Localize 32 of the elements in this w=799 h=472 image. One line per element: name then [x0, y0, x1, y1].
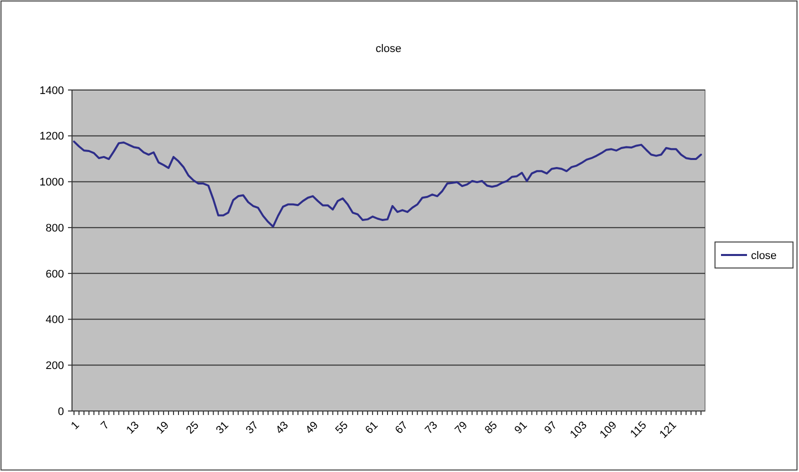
x-tick-label: 73: [422, 419, 440, 437]
x-tick-label: 37: [244, 419, 261, 437]
x-tick-label: 1: [69, 419, 82, 432]
y-tick-label: 1200: [40, 130, 64, 143]
x-tick-label: 91: [512, 419, 530, 437]
y-tick-label: 1000: [40, 176, 64, 189]
y-tick-label: 600: [46, 268, 64, 280]
y-tick-label: 400: [46, 314, 64, 326]
x-tick-label: 109: [598, 419, 620, 441]
x-tick-label: 31: [214, 419, 232, 437]
x-tick-label: 49: [304, 419, 321, 437]
line-series: [73, 140, 702, 228]
x-tick-label: 55: [333, 419, 351, 437]
chart-title: close: [376, 43, 402, 55]
x-tick-label: 13: [124, 419, 142, 437]
y-tick-label: 200: [46, 360, 64, 372]
x-tick-label: 19: [154, 419, 172, 437]
y-tick-label: 1400: [40, 84, 64, 97]
x-tick-label: 115: [628, 419, 650, 440]
x-tick-label: 7: [98, 419, 112, 432]
x-tick-label: 79: [452, 419, 470, 437]
x-tick-label: 103: [568, 419, 590, 441]
x-tick-label: 121: [658, 419, 679, 441]
legend-label: close: [751, 250, 777, 262]
y-tick-label: 0: [58, 406, 64, 418]
x-tick-label: 25: [184, 419, 202, 437]
x-tick-label: 67: [393, 419, 410, 437]
y-tick-label: 800: [46, 222, 64, 234]
x-tick-label: 85: [482, 419, 500, 437]
x-tick-label: 43: [274, 419, 291, 437]
x-tick-label: 97: [542, 419, 560, 437]
x-tick-label: 61: [363, 419, 380, 437]
